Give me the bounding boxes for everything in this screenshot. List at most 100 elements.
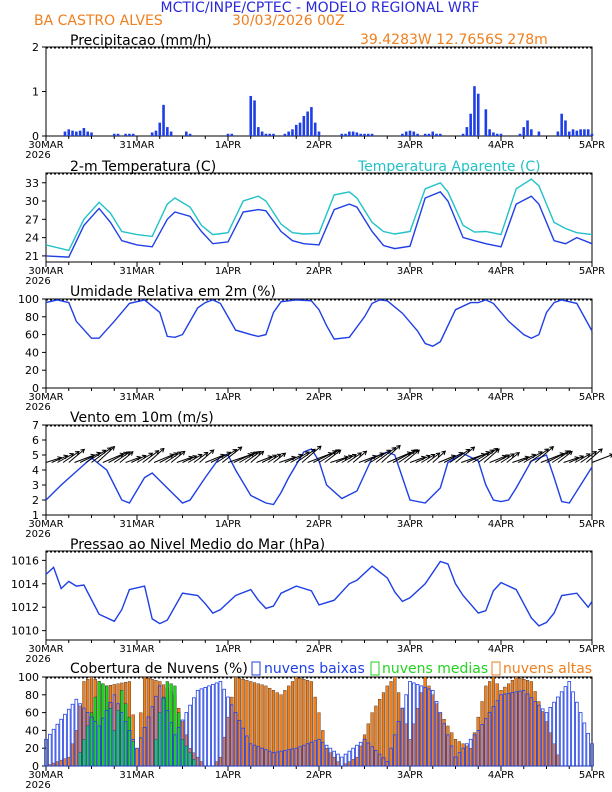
cloud-high-bar: [548, 732, 552, 767]
cloud-low-bar: [559, 691, 564, 767]
cloud-low-bar: [575, 701, 579, 767]
cloud-low-bar: [233, 712, 238, 767]
precip-bar: [473, 86, 476, 136]
wind-arrow: [279, 456, 296, 463]
precip-bar: [90, 132, 93, 136]
cloud-high-bar: [234, 676, 238, 767]
wind-arrow-head: [362, 450, 368, 456]
precip-bar: [431, 131, 435, 136]
precip-bar: [526, 120, 529, 136]
cloud-low-bar: [442, 723, 446, 767]
precip-bar: [298, 122, 302, 136]
series-line-0: [45, 299, 593, 347]
cloud-mid-bar: [158, 712, 162, 767]
cloud-low-bar: [582, 722, 587, 767]
x-tick-label: 3APR: [397, 392, 423, 403]
cloud-low-bar: [248, 743, 253, 767]
x-tick-label: 4APR: [488, 392, 514, 403]
cloud-legend-mid: nuvens medias: [382, 661, 488, 677]
cloud-low-bar: [472, 734, 477, 767]
wind-arrow: [74, 454, 95, 463]
wind-arrow: [415, 455, 431, 463]
cloud-low-bar: [556, 696, 560, 767]
x-tick-label: 3APR: [397, 266, 423, 277]
cloud-high-bar: [480, 701, 484, 767]
cloud-low-bar: [313, 740, 318, 767]
wind-arrow-head: [209, 449, 215, 454]
x-tick-label: 30MAR: [28, 266, 63, 277]
wind-arrow: [119, 451, 134, 463]
cloud-low-bar: [374, 750, 378, 767]
wind-arrow: [335, 455, 353, 463]
cloud-high-bar: [241, 679, 245, 767]
cloud-low-bar: [241, 727, 245, 767]
cloud-low-bar: [544, 712, 549, 767]
cloud-low-bar: [89, 716, 94, 767]
cloud-high-bar: [332, 756, 336, 767]
cloud-high-bar: [199, 761, 204, 767]
cloud-low-bar: [487, 712, 492, 767]
cloud-mid-bar: [161, 696, 166, 767]
y-tick-label: 1012: [11, 601, 39, 614]
temp-title: 2-m Temperatura (C): [70, 159, 216, 175]
cloud-low-bar: [320, 741, 325, 767]
panel-5: 0 20 40 60 80 100 30MAR 31MAR 1APR 2APR 3APR 4APR 5A…: [18, 671, 605, 791]
cloud-low-bar: [135, 747, 139, 767]
cloud-low-bar: [199, 688, 204, 767]
y-tick-label: 4: [32, 464, 39, 477]
x-tick-label: 5APR: [579, 519, 605, 530]
precip-bar: [348, 131, 351, 136]
cloud-low-bar: [423, 686, 427, 767]
wind-arrow: [500, 453, 515, 463]
wind-arrow: [153, 453, 174, 463]
wind-arrow-head: [110, 445, 116, 451]
cloud-low-bar: [192, 697, 196, 767]
precip-bar: [75, 131, 78, 136]
precip-bar: [423, 133, 427, 136]
x-tick-label: 3APR: [397, 770, 423, 781]
cloud-mid-bar: [101, 683, 105, 767]
cloud-legend-mid-swatch: [370, 661, 380, 676]
wind-arrow: [301, 445, 322, 463]
precip-bar: [112, 133, 116, 136]
wind-arrow: [529, 448, 549, 463]
cloud-low-bar: [275, 751, 280, 767]
wind-arrow-head: [396, 444, 401, 450]
wind-arrow: [187, 454, 203, 463]
precip-bar: [583, 129, 586, 136]
cloud-low-bar: [218, 681, 223, 767]
cloud-low-bar: [537, 704, 541, 767]
x-tick-label: 30MAR: [28, 770, 63, 781]
cloud-low-bar: [283, 750, 287, 767]
cloud-high-bar: [150, 679, 154, 767]
x-tick-label: 30MAR: [28, 392, 63, 403]
precip-bar: [484, 109, 488, 136]
wind-arrow: [563, 457, 579, 463]
precip-bar: [495, 133, 499, 136]
precip-bar: [363, 133, 366, 136]
x-tick-label: 4APR: [488, 770, 514, 781]
cloud-low-bar: [267, 750, 272, 767]
wind-arrow-head: [568, 450, 573, 456]
cloud-high-bar: [294, 676, 298, 767]
cloud-low-bar: [362, 738, 367, 767]
cloud-high-bar: [139, 712, 143, 767]
cloud-high-bar: [336, 761, 340, 767]
y-tick-label: 24: [25, 232, 39, 245]
cloud-high-bar: [59, 759, 63, 767]
cloud-high-bar: [196, 756, 200, 767]
x-tick-label: 4APR: [488, 266, 514, 277]
cloud-low-bar: [533, 701, 537, 767]
cloud-low-bar: [571, 691, 575, 767]
x-year-label: 2026: [25, 780, 50, 791]
wind-arrow-head: [495, 448, 500, 454]
precip-bar: [158, 122, 162, 136]
wind-arrow: [45, 457, 62, 463]
precip-bar: [166, 127, 169, 136]
cloud-high-bar: [408, 739, 412, 767]
cloud-low-bar: [495, 700, 500, 767]
y-tick-label: 1014: [11, 578, 39, 591]
cloud-high-bar: [476, 716, 480, 767]
cloud-low-bar: [51, 728, 56, 767]
